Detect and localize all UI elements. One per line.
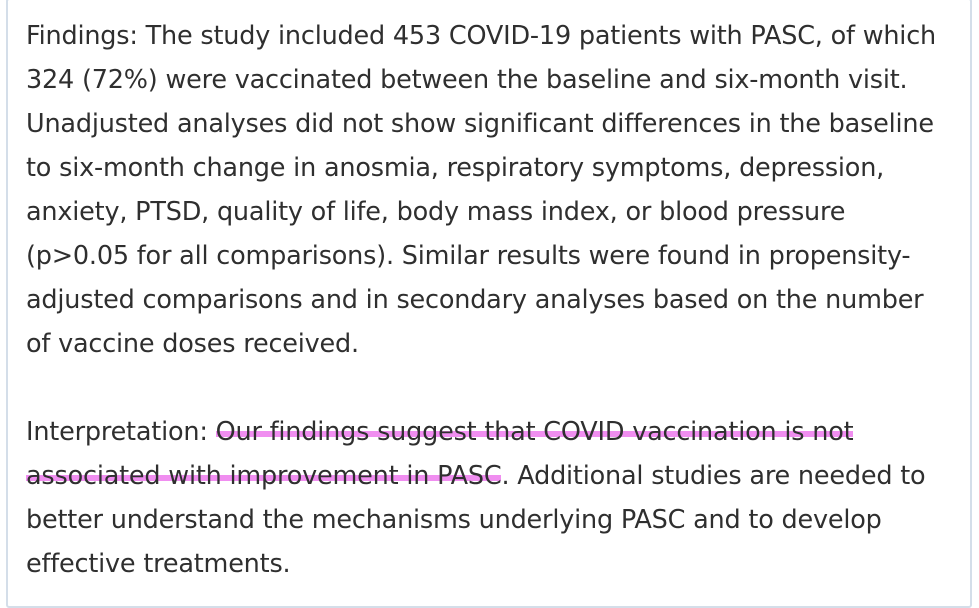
interpretation-paragraph: Interpretation: Our findings suggest tha… [26, 410, 946, 586]
findings-text: The study included 453 COVID-19 patients… [26, 21, 936, 359]
abstract-content: Findings: The study included 453 COVID-1… [26, 14, 946, 586]
interpretation-label: Interpretation: [26, 417, 208, 447]
findings-label: Findings: [26, 21, 138, 51]
abstract-panel: Findings: The study included 453 COVID-1… [6, 0, 972, 608]
interpretation-text: . Additional studies are needed to bette… [26, 461, 926, 579]
findings-paragraph: Findings: The study included 453 COVID-1… [26, 14, 946, 366]
